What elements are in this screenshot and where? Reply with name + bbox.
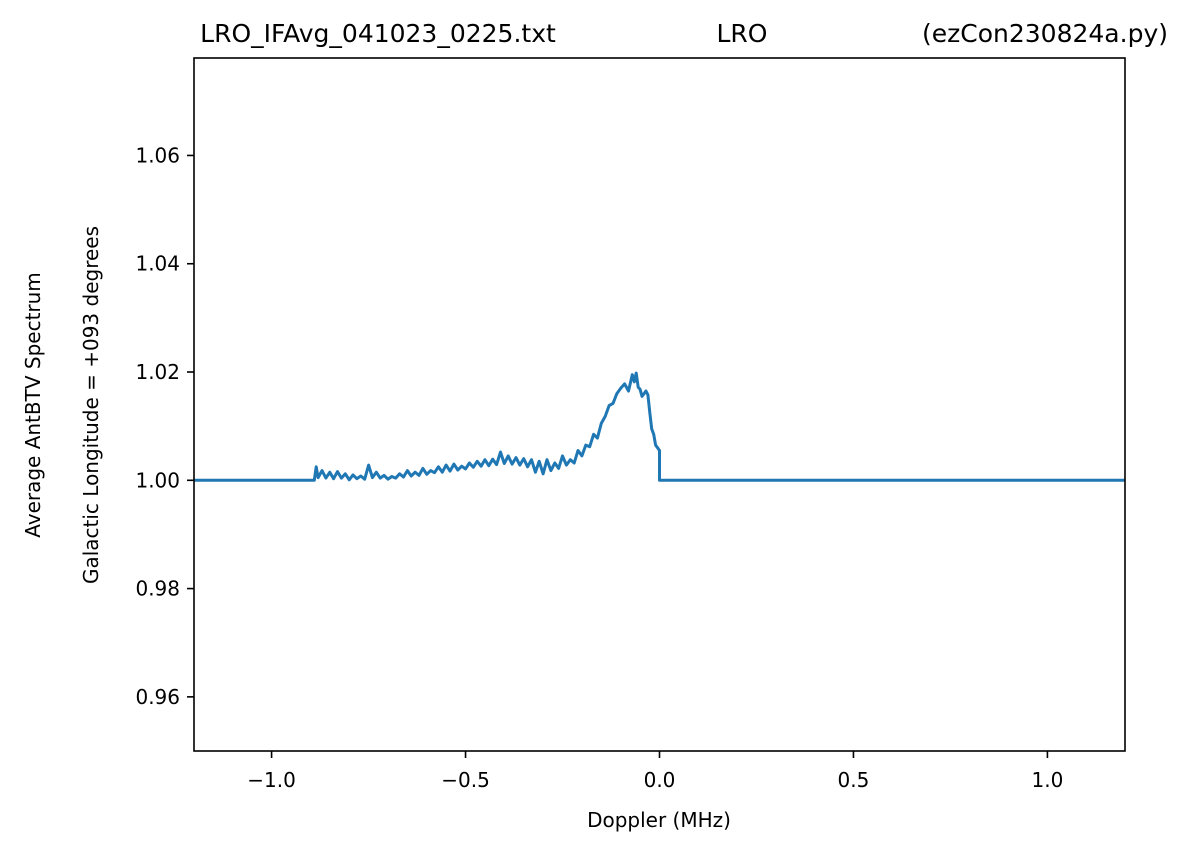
x-axis-label: Doppler (MHz) <box>587 808 731 832</box>
y-axis-label-line-1: Average AntBTV Spectrum <box>21 272 45 538</box>
x-tick-label: 1.0 <box>1032 768 1064 792</box>
chart-title-script: (ezCon230824a.py) <box>922 19 1168 48</box>
y-tick-label: 1.02 <box>135 360 180 384</box>
x-axis-ticks: −1.0 −0.5 0.0 0.5 1.0 <box>247 751 1063 792</box>
x-tick-label: −0.5 <box>441 768 490 792</box>
y-tick-label: 1.04 <box>135 252 180 276</box>
x-tick-label: −1.0 <box>247 768 296 792</box>
series-line <box>194 371 1125 482</box>
y-tick-label: 1.00 <box>135 468 180 492</box>
y-tick-label: 1.06 <box>135 143 180 167</box>
chart-title-station: LRO <box>717 19 768 48</box>
x-tick-label: 0.0 <box>644 768 676 792</box>
y-tick-label: 0.96 <box>135 685 180 709</box>
plot-frame <box>193 57 1126 752</box>
y-axis-label-line-2: Galactic Longitude = +093 degrees <box>79 226 103 584</box>
chart-title-file: LRO_IFAvg_041023_0225.txt <box>200 19 556 48</box>
y-axis-ticks: 0.96 0.98 1.00 1.02 1.04 1.06 <box>135 143 194 709</box>
plot-clip-group <box>194 371 1125 482</box>
x-tick-label: 0.5 <box>838 768 870 792</box>
y-tick-label: 0.98 <box>135 577 180 601</box>
